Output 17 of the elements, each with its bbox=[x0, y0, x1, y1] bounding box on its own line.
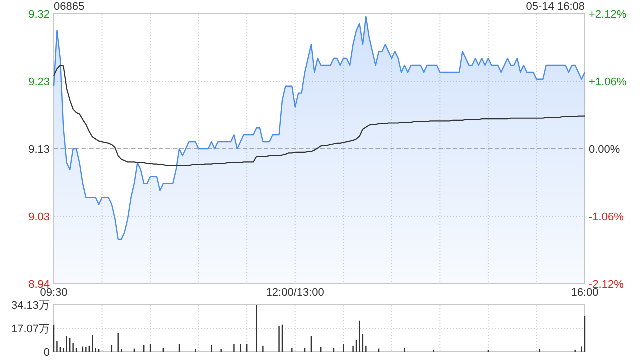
y2-tick-label: +2.12% bbox=[589, 8, 627, 21]
x-tick-label: 09:30 bbox=[40, 287, 68, 299]
y-tick-label: 9.03 bbox=[28, 211, 50, 224]
text: 05-14 16:08 bbox=[526, 1, 585, 13]
x-tick-label: 16:00 bbox=[571, 287, 599, 299]
chart-title: 06865 bbox=[54, 1, 85, 13]
line-series bbox=[53, 64, 586, 166]
x-tick-label: 12:00/13:00 bbox=[266, 287, 324, 299]
y-tick-label: 34.13万 bbox=[11, 300, 50, 312]
y2-tick-label: +1.06% bbox=[589, 76, 627, 88]
y-tick-label: 9.32 bbox=[28, 8, 50, 21]
y2-tick-label: -1.06% bbox=[589, 211, 624, 224]
y-tick-label: 9.23 bbox=[28, 76, 50, 88]
y-tick-label: 17.07万 bbox=[11, 323, 50, 336]
y-tick-label: 0 bbox=[44, 346, 50, 359]
y-tick-label: 9.13 bbox=[28, 144, 50, 156]
y2-tick-label: 0.00% bbox=[589, 144, 620, 156]
